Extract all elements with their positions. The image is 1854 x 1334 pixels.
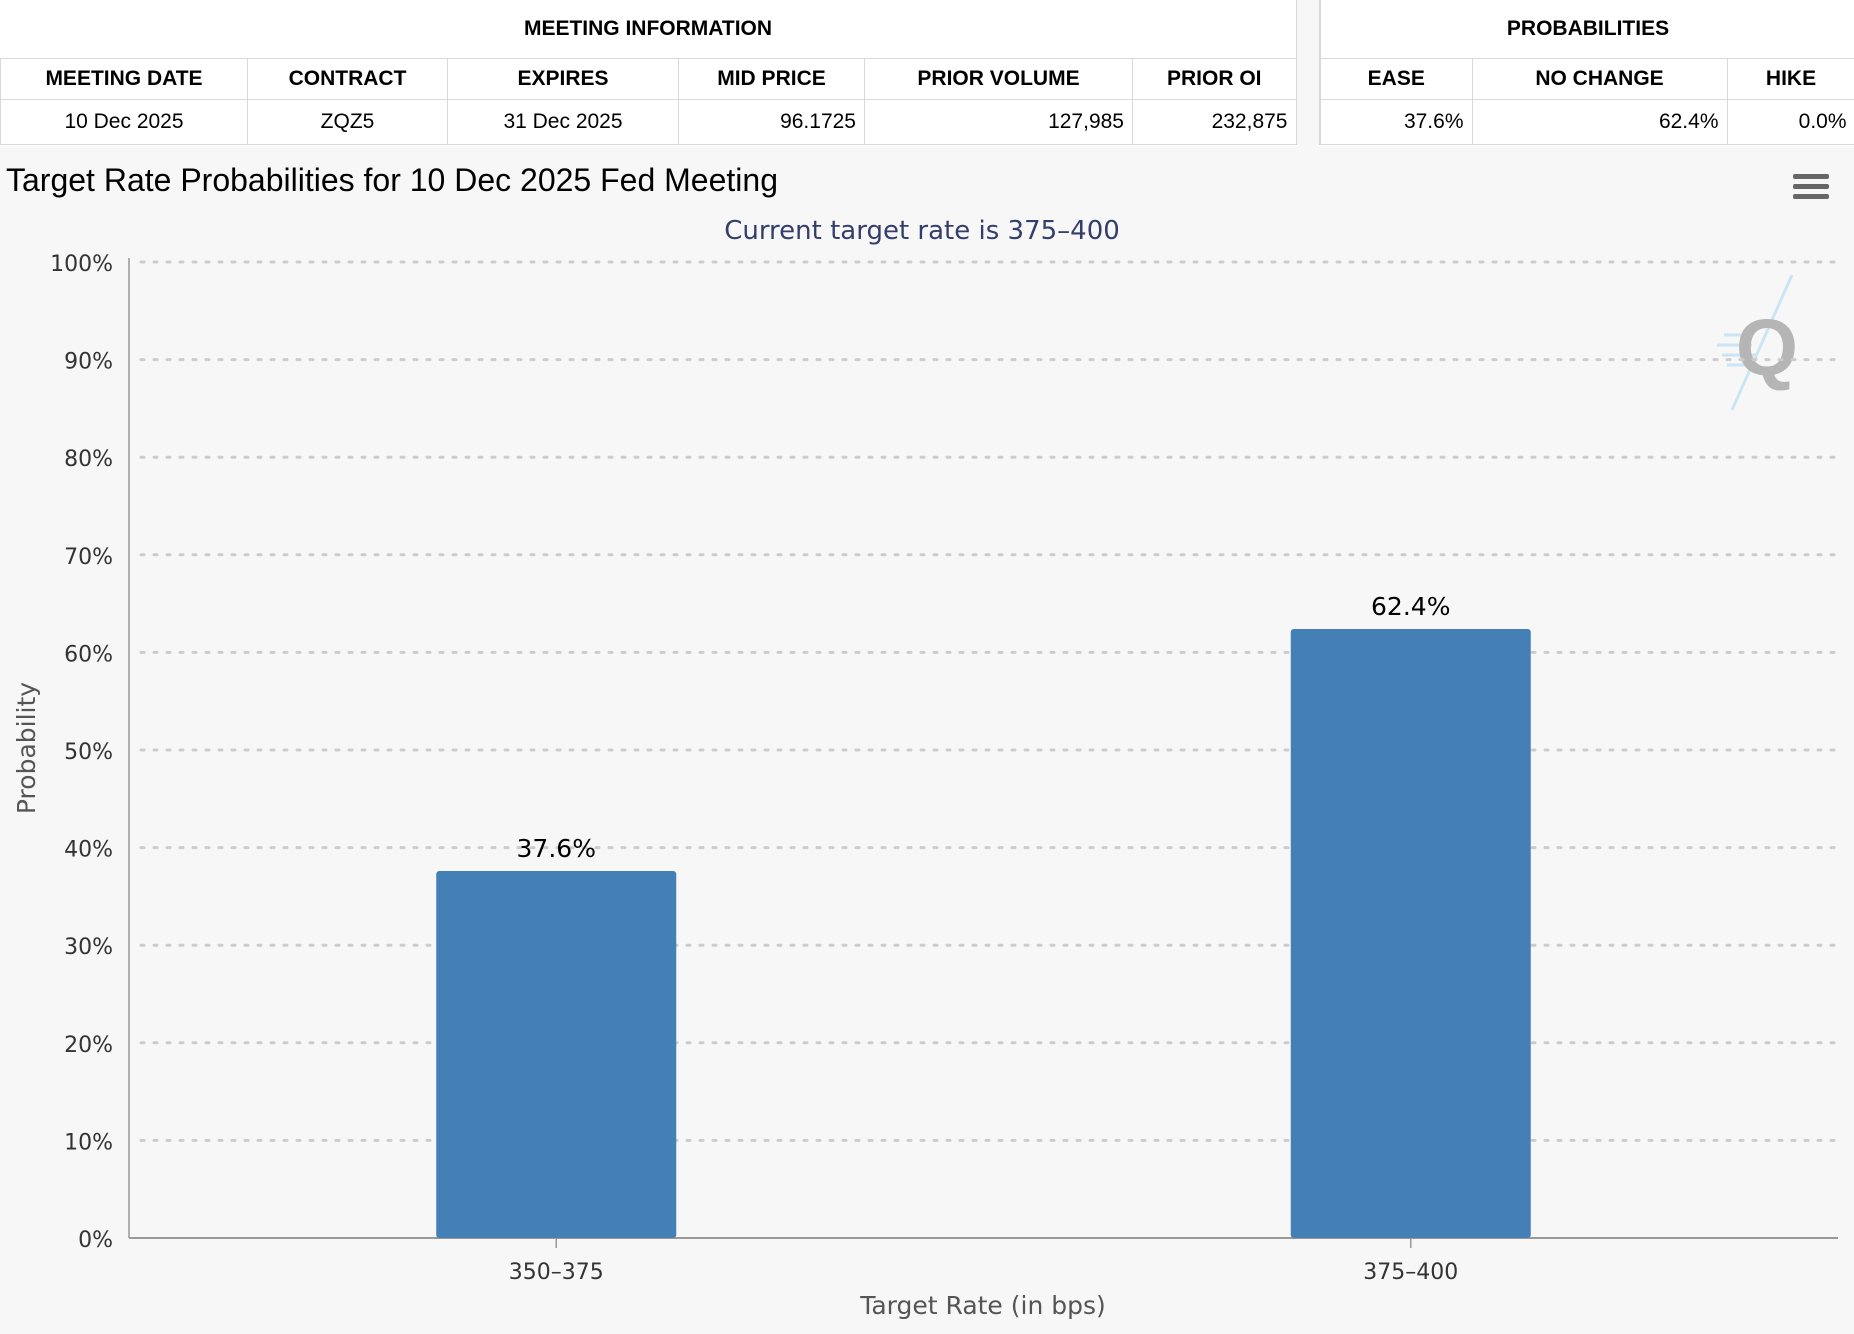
cell-contract: ZQZ5 [247, 99, 448, 145]
top-tables: MEETING INFORMATION MEETING DATE CONTRAC… [0, 0, 1854, 146]
cell-prior-oi: 232,875 [1132, 99, 1297, 145]
header-ease: EASE [1319, 58, 1473, 100]
y-tick-label: 100% [50, 252, 113, 277]
table-row: 10 Dec 2025 ZQZ5 31 Dec 2025 96.1725 127… [0, 99, 1297, 145]
cell-meeting-date: 10 Dec 2025 [0, 99, 248, 145]
y-tick-label: 20% [64, 1033, 113, 1058]
y-tick-label: 70% [64, 545, 113, 570]
chart-subtitle: Current target rate is 375–400 [724, 216, 1120, 246]
y-axis-ticks: 0% 10% 20% 30% 40% 50% 60% 70% 80% 90% 100% [50, 252, 113, 1253]
probabilities-table: PROBABILITIES EASE NO CHANGE HIKE 37.6% … [1319, 0, 1854, 145]
meeting-information-title: MEETING INFORMATION [523, 17, 773, 40]
probabilities-title: PROBABILITIES [1506, 17, 1670, 40]
y-axis-label: Probability [12, 682, 41, 814]
hamburger-menu-icon[interactable] [1793, 174, 1829, 204]
bar[interactable] [1290, 628, 1531, 1238]
cell-prior-volume: 127,985 [864, 99, 1133, 145]
y-tick-label: 80% [64, 447, 113, 472]
svg-text:Q: Q [1736, 303, 1798, 392]
meeting-information-table: MEETING INFORMATION MEETING DATE CONTRAC… [0, 0, 1298, 145]
data-label: 37.6% [517, 834, 596, 863]
data-label: 62.4% [1371, 592, 1450, 621]
x-axis-label: Target Rate (in bps) [859, 1291, 1106, 1320]
y-tick-label: 0% [78, 1228, 113, 1253]
x-tick-label: 375–400 [1363, 1260, 1458, 1285]
header-prior-oi: PRIOR OI [1132, 58, 1297, 100]
table-row: 37.6% 62.4% 0.0% [1319, 99, 1854, 145]
header-expires: EXPIRES [447, 58, 679, 100]
bars: 37.6% 62.4% [436, 592, 1531, 1238]
bar[interactable] [436, 871, 677, 1238]
header-mid-price: MID PRICE [678, 58, 865, 100]
chart-title: Target Rate Probabilities for 10 Dec 202… [6, 162, 778, 198]
y-tick-label: 40% [64, 838, 113, 863]
y-tick-label: 50% [64, 740, 113, 765]
x-tick-label: 350–375 [509, 1260, 604, 1285]
table-gap [1297, 0, 1319, 146]
y-tick-label: 10% [64, 1130, 113, 1155]
q-logo-icon: Q [1717, 274, 1798, 411]
header-meeting-date: MEETING DATE [0, 58, 248, 100]
header-contract: CONTRACT [247, 58, 448, 100]
cell-hike: 0.0% [1726, 99, 1854, 145]
y-tick-label: 90% [64, 350, 113, 375]
cell-ease: 37.6% [1319, 99, 1473, 145]
cell-expires: 31 Dec 2025 [447, 99, 679, 145]
gridlines [139, 260, 1840, 1142]
y-tick-label: 60% [64, 642, 113, 667]
header-no-change: NO CHANGE [1471, 58, 1728, 100]
header-hike: HIKE [1726, 58, 1854, 100]
header-prior-volume: PRIOR VOLUME [864, 58, 1133, 100]
cell-mid-price: 96.1725 [678, 99, 865, 145]
cell-no-change: 62.4% [1471, 99, 1728, 145]
x-axis-ticks: 350–375 375–400 [509, 1238, 1458, 1285]
y-tick-label: 30% [64, 935, 113, 960]
bar-chart: Current target rate is 375–400 0% 10% 20% 3… [12, 216, 1840, 1320]
